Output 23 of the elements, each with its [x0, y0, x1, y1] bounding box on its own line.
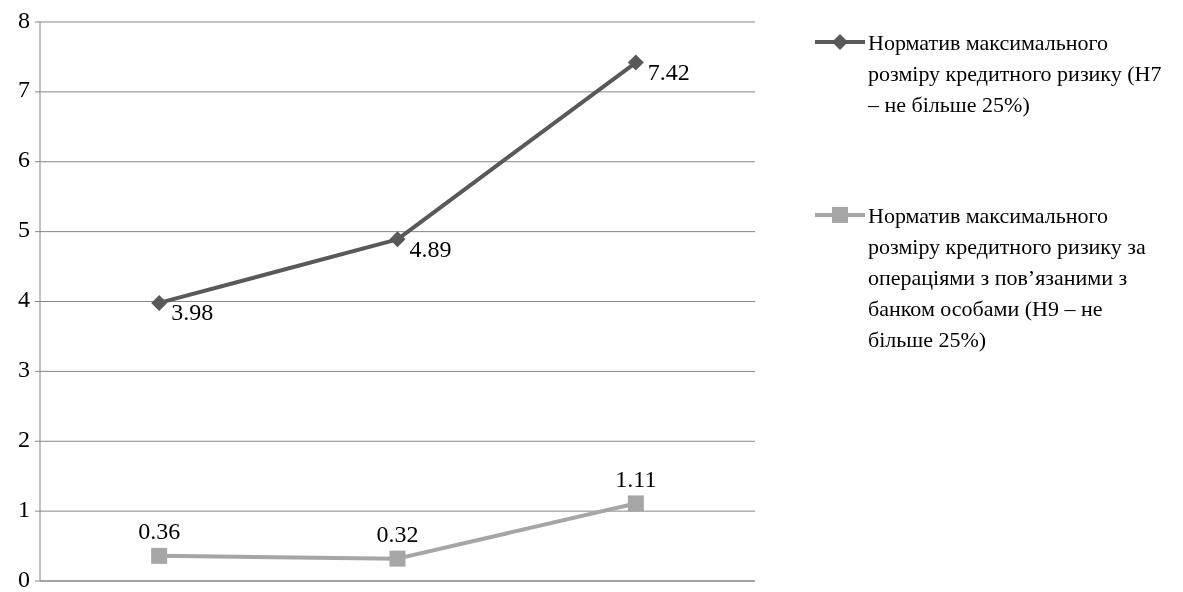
- point: [389, 550, 406, 567]
- y-tick-label: 7: [18, 76, 30, 103]
- legend-label: Норматив максимального розміру кредитного ризику (Н7 – не більше 25%): [867, 30, 1162, 117]
- data-label: 3.98: [171, 299, 214, 326]
- point: [627, 54, 644, 71]
- y-tick-label: 0: [18, 565, 30, 592]
- y-tick-label: 3: [18, 355, 30, 382]
- y-tick-label: 8: [18, 6, 30, 33]
- y-tick-label: 2: [18, 425, 30, 452]
- y-tick-label: 4: [18, 286, 30, 313]
- data-label: 4.89: [409, 235, 452, 262]
- data-label: 1.11: [615, 465, 657, 492]
- data-label: 0.36: [138, 518, 181, 545]
- point: [151, 294, 168, 311]
- legend-label: Норматив максимального розміру кредитного ризику за операціями з пов’язаними з банком особами (Н9 – не більше 25%): [868, 203, 1146, 352]
- y-tick-label: 6: [18, 146, 30, 173]
- point: [389, 231, 406, 248]
- point: [627, 495, 644, 512]
- data-label: 0.32: [376, 521, 419, 548]
- point: [151, 547, 168, 564]
- y-tick-label: 5: [18, 216, 30, 243]
- data-label: 7.42: [647, 59, 690, 86]
- y-tick-label: 1: [18, 495, 30, 522]
